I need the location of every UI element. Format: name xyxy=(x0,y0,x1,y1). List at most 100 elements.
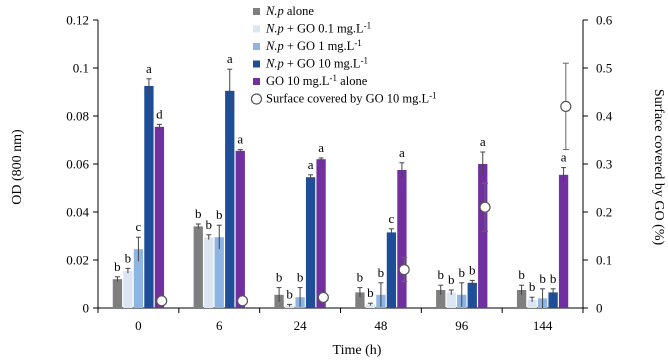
bar xyxy=(235,150,245,308)
y2-tick-label: 0.1 xyxy=(596,253,612,268)
y-tick-label: 0.04 xyxy=(66,205,89,220)
bar xyxy=(467,282,477,308)
significance-letter: b xyxy=(469,262,476,277)
y-tick-label: 0.12 xyxy=(66,13,89,28)
y2-tick-label: 0 xyxy=(596,301,603,316)
y-axis-title: OD (800 nm) xyxy=(10,129,25,205)
bar xyxy=(225,90,235,308)
error-bars xyxy=(114,68,567,308)
legend-swatch xyxy=(253,43,260,50)
x-tick-label: 48 xyxy=(374,318,387,333)
surface-covered-series xyxy=(156,62,572,307)
significance-letter: c xyxy=(389,211,395,226)
y2-tick-label: 0.5 xyxy=(596,61,612,76)
bar xyxy=(214,237,224,308)
legend-label: N.p + GO 10 mg.L-1 xyxy=(265,56,368,71)
x-tick-label: 96 xyxy=(455,318,469,333)
bar xyxy=(446,292,456,308)
significance-letter: a xyxy=(399,145,405,160)
significance-letter: b xyxy=(448,272,455,287)
legend-label: N.p + GO 1 mg.L-1 xyxy=(265,38,362,53)
significance-letter: b xyxy=(114,259,121,274)
legend-swatch xyxy=(253,78,260,85)
legend-swatch xyxy=(253,25,260,33)
y-tick-label: 0.08 xyxy=(66,109,89,124)
y-tick-label: 0 xyxy=(83,301,90,316)
surface-point xyxy=(560,100,572,113)
bar xyxy=(397,170,407,308)
legend-label: Surface covered by GO 10 mg.L-1 xyxy=(266,91,437,106)
bar xyxy=(316,159,326,308)
surface-point xyxy=(479,201,491,213)
significance-letter: a xyxy=(480,134,486,149)
legend-swatch xyxy=(253,60,260,68)
significance-letter: b xyxy=(216,207,223,222)
significance-letter: d xyxy=(156,106,163,121)
significance-letter: a xyxy=(146,61,152,76)
legend-marker xyxy=(250,93,263,105)
bar xyxy=(527,299,537,308)
y2-tick-label: 0.6 xyxy=(596,13,613,28)
bar xyxy=(436,290,446,308)
bars xyxy=(112,86,569,308)
y-tick-label: 0.02 xyxy=(66,253,89,268)
bar xyxy=(112,279,123,308)
significance-letter: b xyxy=(195,206,202,221)
bar xyxy=(193,226,203,308)
legend-label: N.p alone xyxy=(265,4,314,18)
bar xyxy=(548,292,558,308)
x-tick-label: 6 xyxy=(216,318,223,333)
significance-letter: c xyxy=(136,219,142,234)
significance-letter: b xyxy=(276,270,283,285)
significance-letter: a xyxy=(308,157,314,172)
y2-tick-label: 0.4 xyxy=(596,109,613,124)
legend-label: N.p + GO 0.1 mg.L-1 xyxy=(265,21,371,36)
significance-letter: b xyxy=(367,285,374,300)
significance-letter: a xyxy=(561,150,567,165)
bar xyxy=(558,174,569,308)
significance-letter: b xyxy=(438,267,445,282)
bar xyxy=(365,304,376,308)
significance-letter: b xyxy=(539,271,546,286)
legend-swatch xyxy=(253,8,260,15)
significance-letter: a xyxy=(227,51,233,66)
bar xyxy=(478,164,488,308)
y-tick-label: 0.06 xyxy=(66,157,89,172)
surface-point xyxy=(236,295,249,307)
bar xyxy=(386,232,397,308)
bar xyxy=(355,292,365,308)
bar xyxy=(305,177,316,308)
significance-letter: b xyxy=(357,270,364,285)
bar xyxy=(154,126,165,308)
bar xyxy=(133,249,144,308)
significance-letter: b xyxy=(518,267,525,282)
y2-axis-title: Surface covered by GO (%) xyxy=(651,89,666,246)
significance-letter: b xyxy=(286,286,293,301)
x-tick-label: 0 xyxy=(135,318,142,333)
x-tick-label: 144 xyxy=(533,318,553,333)
x-axis-title: Time (h) xyxy=(333,343,382,358)
significance-letter: b xyxy=(459,265,466,280)
significance-letter: b xyxy=(125,250,132,265)
bar xyxy=(123,270,133,308)
surface-point xyxy=(317,291,329,304)
bar xyxy=(144,86,154,308)
surface-point xyxy=(156,295,168,307)
significance-letter: a xyxy=(237,132,243,147)
significance-letter: b xyxy=(550,271,557,286)
axes: 0 0.02 0.04 0.06 0.08 0.1 0.12 0 0.1 0.2 0.3 0.4 0.5… xyxy=(66,13,613,334)
y-tick-label: 0.1 xyxy=(73,61,89,76)
significance-letter: b xyxy=(297,270,304,285)
bar xyxy=(204,237,214,308)
legend: N.p alone N.p + GO 0.1 mg.L-1 N.p + GO 1 m… xyxy=(250,4,437,106)
significance-letter: b xyxy=(529,279,536,294)
significance-letter: b xyxy=(206,217,213,232)
y2-tick-label: 0.3 xyxy=(596,157,612,172)
y2-tick-label: 0.2 xyxy=(596,205,612,220)
legend-label: GO 10 mg.L-1 alone xyxy=(266,73,368,88)
significance-letter: a xyxy=(318,140,324,155)
bar xyxy=(516,290,527,308)
x-tick-label: 24 xyxy=(294,318,308,333)
